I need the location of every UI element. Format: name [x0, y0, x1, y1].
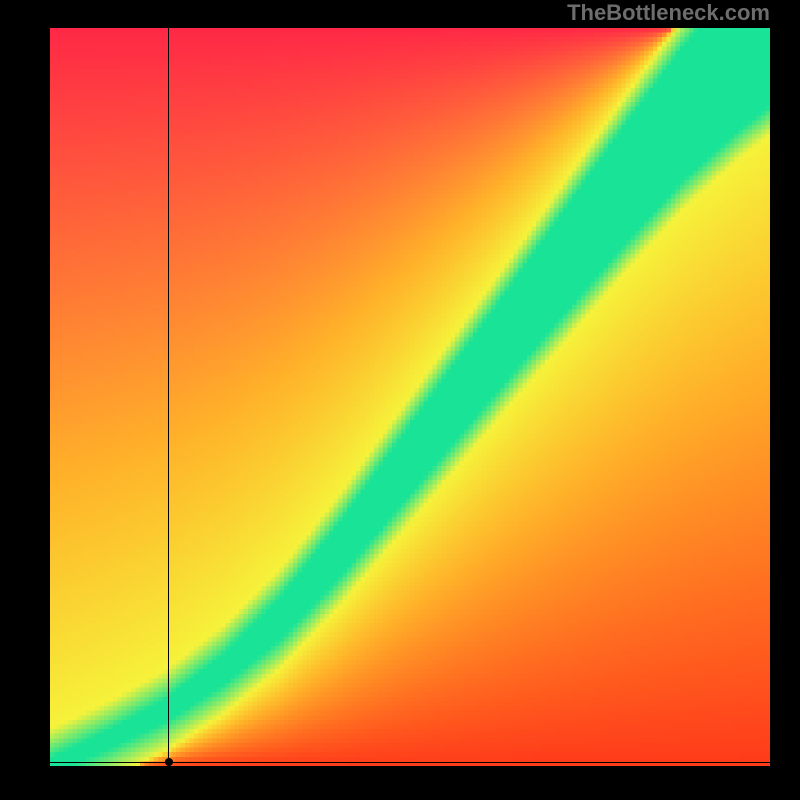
- crosshair-vertical: [168, 28, 169, 766]
- crosshair-horizontal: [50, 762, 770, 763]
- chart-container: TheBottleneck.com: [0, 0, 800, 800]
- heatmap-canvas: [50, 28, 770, 766]
- watermark-text: TheBottleneck.com: [567, 0, 770, 26]
